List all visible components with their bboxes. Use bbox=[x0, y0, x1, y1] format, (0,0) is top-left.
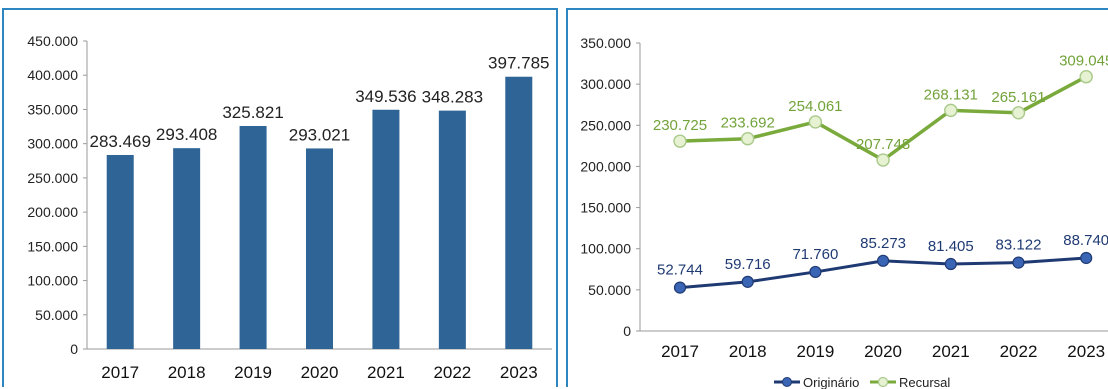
bar-value-label: 397.785 bbox=[488, 54, 549, 73]
x-tick-label: 2022 bbox=[1000, 342, 1038, 361]
x-tick-label: 2023 bbox=[500, 363, 538, 382]
bar-value-label: 283.469 bbox=[89, 132, 150, 151]
data-point bbox=[877, 254, 890, 267]
bar bbox=[239, 125, 267, 350]
data-point bbox=[809, 265, 822, 279]
data-value-label: 52.744 bbox=[657, 262, 703, 279]
y-tick-label: 100.000 bbox=[27, 273, 78, 289]
bar-value-label: 325.821 bbox=[222, 103, 283, 122]
x-tick-label: 2021 bbox=[932, 342, 970, 361]
x-tick-label: 2017 bbox=[101, 363, 139, 382]
y-tick-label: 0 bbox=[623, 323, 631, 339]
bar bbox=[106, 154, 134, 349]
y-tick-label: 200.000 bbox=[27, 204, 78, 220]
bar bbox=[372, 109, 400, 349]
legend-label: Originário bbox=[803, 375, 859, 389]
data-point bbox=[1080, 251, 1093, 265]
legend-item-originário: Originário bbox=[774, 375, 859, 389]
y-tick-label: 0 bbox=[70, 341, 78, 357]
data-value-label: 207.748 bbox=[856, 136, 910, 153]
data-value-label: 233.692 bbox=[721, 115, 775, 132]
bar-value-label: 348.283 bbox=[422, 88, 483, 107]
bar bbox=[505, 76, 533, 349]
y-tick-label: 100.000 bbox=[580, 241, 631, 257]
data-point bbox=[1079, 70, 1093, 84]
x-tick-label: 2018 bbox=[168, 363, 206, 382]
x-tick-label: 2018 bbox=[729, 342, 767, 361]
y-tick-label: 350.000 bbox=[27, 101, 78, 117]
data-value-label: 230.725 bbox=[653, 117, 707, 134]
x-tick-label: 2020 bbox=[864, 342, 902, 361]
y-tick-label: 400.000 bbox=[27, 67, 78, 83]
legend-marker bbox=[877, 376, 889, 388]
legend-marker bbox=[782, 377, 792, 387]
bar bbox=[306, 148, 333, 349]
x-tick-label: 2017 bbox=[661, 342, 699, 361]
line-chart: 0 50.000 100.000 150.000 200.000 250.000 300.0… bbox=[580, 35, 1108, 389]
y-tick-label: 300.000 bbox=[27, 136, 78, 152]
y-tick-label: 250.000 bbox=[580, 117, 631, 133]
bar bbox=[438, 110, 466, 350]
y-tick-label: 50.000 bbox=[588, 282, 631, 298]
y-tick-label: 200.000 bbox=[580, 158, 631, 174]
x-tick-label: 2020 bbox=[301, 363, 339, 382]
data-point bbox=[741, 275, 754, 288]
bar bbox=[173, 148, 201, 349]
y-tick-label: 450.000 bbox=[27, 33, 78, 49]
data-point bbox=[740, 132, 755, 146]
bar-value-label: 349.536 bbox=[355, 87, 416, 106]
x-tick-label: 2019 bbox=[796, 342, 834, 361]
data-point bbox=[1012, 256, 1025, 269]
x-tick-label: 2022 bbox=[433, 363, 471, 382]
line-chart-panel: 0 50.000 100.000 150.000 200.000 250.000 300.0… bbox=[566, 8, 1108, 389]
data-point bbox=[944, 103, 958, 118]
data-value-label: 81.405 bbox=[928, 238, 974, 255]
y-tick-label: 150.000 bbox=[27, 238, 78, 254]
y-tick-label: 250.000 bbox=[27, 170, 78, 186]
data-value-label: 268.131 bbox=[924, 86, 978, 103]
data-point bbox=[876, 153, 890, 167]
legend-label: Recursal bbox=[899, 375, 950, 389]
data-value-label: 59.716 bbox=[725, 256, 771, 273]
data-value-label: 309.045 bbox=[1059, 53, 1108, 70]
data-value-label: 254.061 bbox=[788, 98, 842, 115]
bar-chart: 0 50.000 100.000 150.000 200.000 250.000 300.0… bbox=[27, 33, 552, 382]
x-tick-label: 2023 bbox=[1067, 342, 1105, 361]
x-tick-label: 2019 bbox=[234, 363, 272, 382]
data-point bbox=[1011, 106, 1026, 120]
bar-value-label: 293.408 bbox=[156, 125, 217, 144]
data-value-label: 71.760 bbox=[792, 246, 838, 263]
data-point bbox=[673, 281, 687, 294]
data-value-label: 265.161 bbox=[991, 89, 1045, 106]
data-value-label: 88.740 bbox=[1063, 232, 1108, 249]
y-tick-label: 300.000 bbox=[580, 76, 631, 92]
data-point bbox=[944, 257, 957, 271]
y-tick-label: 150.000 bbox=[580, 200, 631, 216]
y-tick-label: 350.000 bbox=[580, 35, 631, 51]
bar-chart-panel: 0 50.000 100.000 150.000 200.000 250.000 300.0… bbox=[2, 8, 558, 387]
data-value-label: 83.122 bbox=[996, 237, 1042, 254]
bar-value-label: 293.021 bbox=[289, 125, 350, 144]
y-tick-label: 50.000 bbox=[35, 307, 78, 323]
data-point bbox=[673, 134, 687, 148]
x-tick-label: 2021 bbox=[367, 363, 405, 382]
data-point bbox=[808, 115, 823, 129]
data-value-label: 85.273 bbox=[860, 235, 906, 252]
